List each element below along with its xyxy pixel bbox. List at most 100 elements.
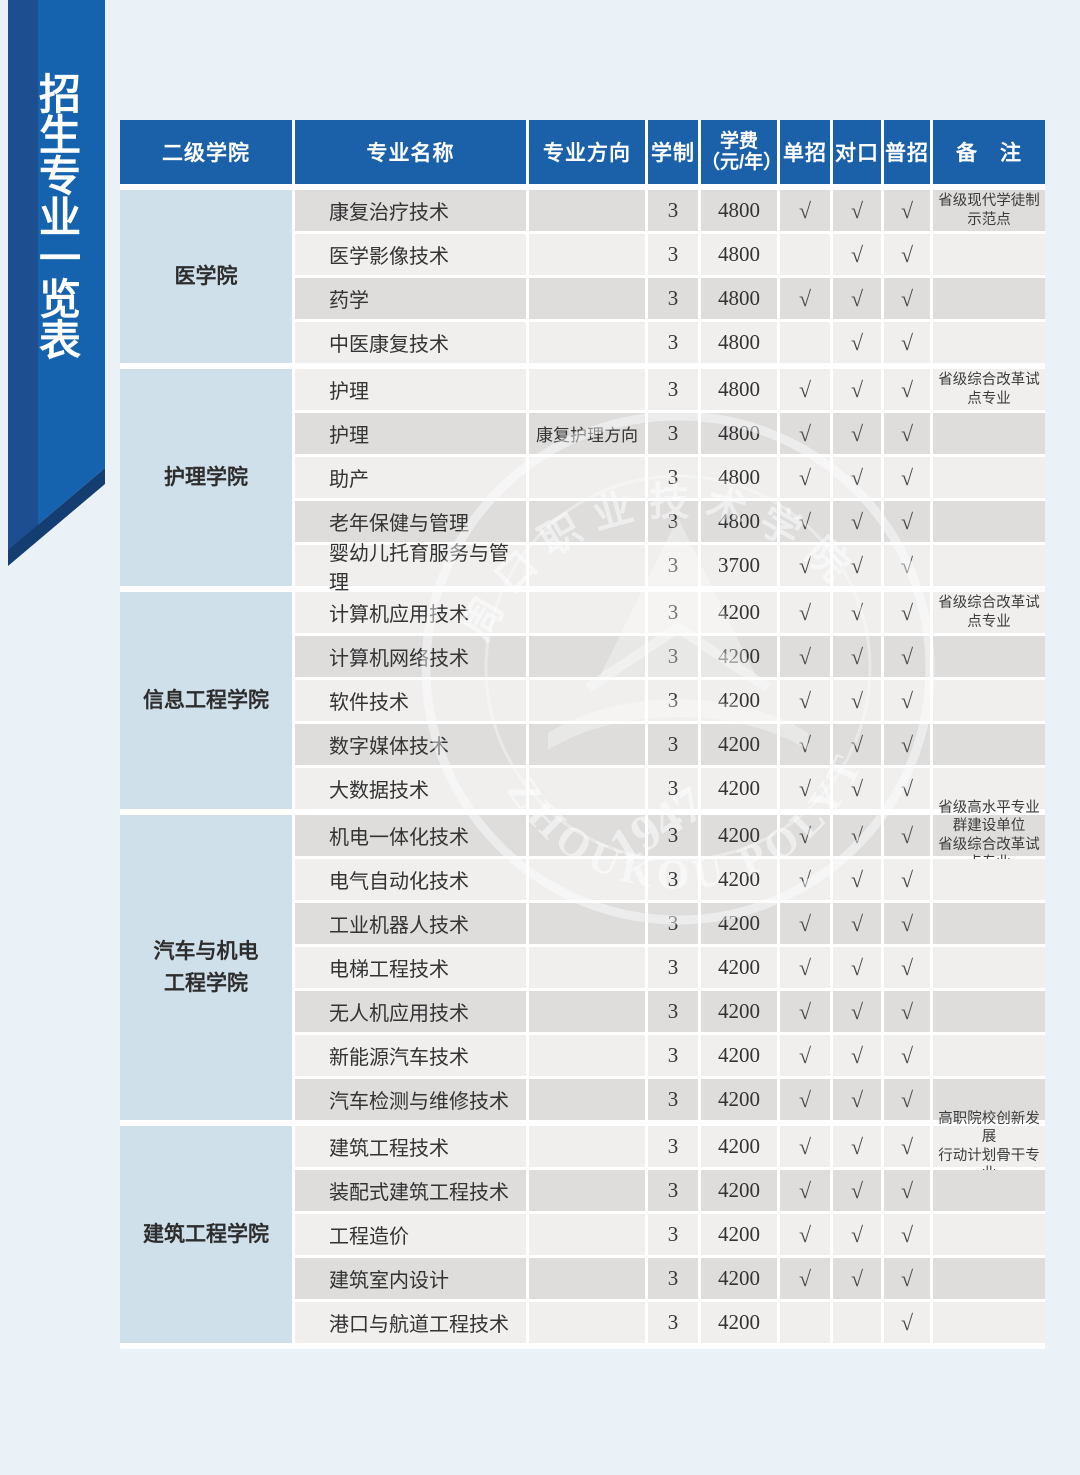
major-name: 电梯工程技术	[295, 947, 526, 988]
checkmark-counterpart: √	[833, 680, 881, 721]
major-direction	[529, 1079, 645, 1120]
checkmark-counterpart: √	[833, 636, 881, 677]
checkmark-counterpart: √	[833, 724, 881, 765]
remark	[933, 545, 1045, 586]
major-name: 婴幼儿托育服务与管理	[295, 543, 526, 594]
study-years: 3	[648, 1126, 698, 1167]
major-direction	[529, 1258, 645, 1299]
study-years: 3	[648, 991, 698, 1032]
major-direction	[529, 680, 645, 721]
checkmark-single: √	[780, 369, 830, 410]
checkmark-counterpart: √	[833, 1126, 881, 1167]
checkmark-general: √	[884, 680, 930, 721]
checkmark-single: √	[780, 1035, 830, 1076]
remark	[933, 1170, 1045, 1211]
major-name: 护理	[295, 413, 526, 454]
college-section: 护理学院 护理 3 4800 √ √ √ 省级综合改革试点专业 护理 康复护理方向 3 4800 √ √ √…	[120, 369, 1045, 594]
remark	[933, 1302, 1045, 1343]
remark	[933, 991, 1045, 1032]
major-name: 软件技术	[295, 680, 526, 721]
remark	[933, 859, 1045, 900]
checkmark-general: √	[884, 947, 930, 988]
major-direction	[529, 322, 645, 363]
major-direction	[529, 501, 645, 542]
tuition-fee: 4200	[701, 1170, 777, 1211]
checkmark-general: √	[884, 815, 930, 856]
college-name: 信息工程学院	[120, 592, 292, 809]
major-direction	[529, 1035, 645, 1076]
major-name: 大数据技术	[295, 768, 526, 809]
checkmark-counterpart: √	[833, 190, 881, 231]
study-years: 3	[648, 1035, 698, 1076]
study-years: 3	[648, 680, 698, 721]
major-direction	[529, 815, 645, 856]
tuition-fee: 4200	[701, 1126, 777, 1167]
checkmark-counterpart: √	[833, 545, 881, 586]
checkmark-general: √	[884, 234, 930, 275]
tuition-fee: 4200	[701, 1214, 777, 1255]
major-direction	[529, 859, 645, 900]
remark	[933, 903, 1045, 944]
ribbon-shape	[8, 0, 105, 566]
tuition-fee: 4200	[701, 768, 777, 809]
checkmark-single: √	[780, 1079, 830, 1120]
study-years: 3	[648, 413, 698, 454]
major-direction	[529, 1302, 645, 1343]
checkmark-counterpart: √	[833, 1035, 881, 1076]
remark	[933, 234, 1045, 275]
remark	[933, 322, 1045, 363]
checkmark-counterpart: √	[833, 457, 881, 498]
major-name: 建筑工程技术	[295, 1126, 526, 1167]
tuition-fee: 4800	[701, 190, 777, 231]
checkmark-counterpart: √	[833, 278, 881, 319]
page-title: 招生专业一览表	[8, 72, 105, 359]
checkmark-general: √	[884, 545, 930, 586]
study-years: 3	[648, 947, 698, 988]
checkmark-general: √	[884, 1170, 930, 1211]
tuition-fee: 4800	[701, 322, 777, 363]
checkmark-general: √	[884, 592, 930, 633]
study-years: 3	[648, 859, 698, 900]
remark	[933, 413, 1045, 454]
checkmark-general: √	[884, 636, 930, 677]
study-years: 3	[648, 1258, 698, 1299]
major-direction	[529, 545, 645, 586]
study-years: 3	[648, 545, 698, 586]
header-college: 二级学院	[120, 120, 292, 184]
major-name: 工业机器人技术	[295, 903, 526, 944]
remark	[933, 457, 1045, 498]
checkmark-single: √	[780, 680, 830, 721]
major-name: 电气自动化技术	[295, 859, 526, 900]
checkmark-single: √	[780, 636, 830, 677]
college-name: 建筑工程学院	[120, 1126, 292, 1343]
checkmark-single: √	[780, 592, 830, 633]
checkmark-counterpart: √	[833, 991, 881, 1032]
major-name: 机电一体化技术	[295, 815, 526, 856]
checkmark-general: √	[884, 322, 930, 363]
remark	[933, 636, 1045, 677]
checkmark-counterpart: √	[833, 859, 881, 900]
checkmark-general: √	[884, 1035, 930, 1076]
study-years: 3	[648, 501, 698, 542]
college-name: 医学院	[120, 190, 292, 363]
checkmark-single: √	[780, 278, 830, 319]
title-ribbon: 招生专业一览表	[8, 0, 105, 580]
checkmark-single: √	[780, 457, 830, 498]
remark	[933, 501, 1045, 542]
remark	[933, 1079, 1045, 1120]
remark	[933, 768, 1045, 809]
tuition-fee: 4200	[701, 903, 777, 944]
checkmark-single	[780, 1302, 830, 1343]
header-fee-line2: （元/年）	[701, 152, 783, 173]
major-direction	[529, 991, 645, 1032]
checkmark-general: √	[884, 369, 930, 410]
checkmark-single: √	[780, 1170, 830, 1211]
major-name: 康复治疗技术	[295, 190, 526, 231]
major-name: 医学影像技术	[295, 234, 526, 275]
checkmark-general: √	[884, 501, 930, 542]
college-name: 护理学院	[120, 369, 292, 586]
major-name: 助产	[295, 457, 526, 498]
checkmark-single: √	[780, 545, 830, 586]
tuition-fee: 4200	[701, 1302, 777, 1343]
checkmark-single: √	[780, 724, 830, 765]
